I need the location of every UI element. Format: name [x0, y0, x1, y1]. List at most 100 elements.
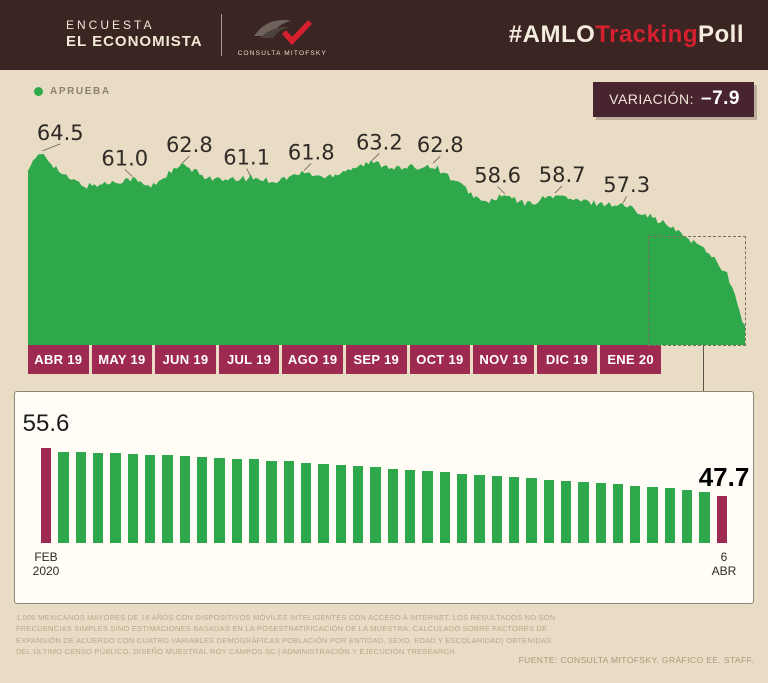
zoom-highlight-box — [648, 236, 746, 346]
point-value-label: 57.3 — [603, 173, 650, 197]
point-value-label: 61.1 — [223, 146, 270, 170]
bar-start-date-line2: 2020 — [32, 564, 60, 579]
point-connector-line — [371, 153, 380, 161]
point-connector-line — [432, 155, 441, 164]
daily-bar — [162, 455, 173, 543]
daily-bar — [526, 478, 537, 543]
point-connector-line — [124, 168, 133, 177]
daily-bar — [179, 456, 190, 543]
bar-start-date-line1: FEB — [34, 550, 58, 564]
daily-bar — [699, 492, 710, 543]
point-value-label: 58.7 — [539, 163, 586, 187]
point-value-label: 58.6 — [474, 164, 521, 188]
daily-bar — [127, 453, 138, 543]
daily-bar — [266, 460, 277, 543]
month-axis: ABR 19 MAY 19 JUN 19 JUL 19 AGO 19 SEP 19 OCT … — [28, 345, 661, 374]
daily-bar — [335, 464, 346, 543]
approval-bar-chart — [41, 443, 728, 543]
daily-bar — [283, 461, 294, 543]
area-point-labels: 64.5 61.0 62.8 61.1 61.8 63.2 62.8 58.6 58.7 57.3 — [37, 121, 650, 204]
daily-bar — [682, 489, 693, 543]
legend: APRUEBA — [34, 86, 111, 97]
bar-end-date-line2: ABR — [711, 564, 737, 579]
point-connector-line — [622, 195, 628, 204]
daily-bar — [92, 452, 104, 543]
daily-bar — [370, 467, 381, 543]
point-connector-line — [181, 155, 190, 164]
daily-bar — [456, 473, 468, 543]
daily-bar — [318, 463, 329, 543]
daily-bar — [404, 469, 416, 543]
mitofsky-bird-icon — [254, 19, 313, 45]
daily-bar — [578, 482, 589, 543]
daily-bar — [387, 468, 398, 543]
daily-bar — [231, 458, 242, 543]
source-credit: FUENTE: CONSULTA MITOFSKY. GRÁFICO EE. S… — [518, 655, 754, 665]
daily-bar — [58, 451, 69, 543]
logo-caption: CONSULTA MITOFSKY — [237, 49, 328, 57]
month-label: JUL 19 — [218, 345, 280, 374]
point-connector-line — [42, 143, 61, 152]
month-label: SEP 19 — [345, 345, 407, 374]
brand-name: EL ECONOMISTA — [66, 33, 203, 51]
month-label: AGO 19 — [282, 345, 343, 374]
point-value-label: 61.0 — [101, 146, 148, 170]
daily-bar — [491, 475, 502, 543]
header: ENCUESTA EL ECONOMISTA CONSULTA MITOFSKY… — [0, 0, 768, 70]
daily-bar — [196, 457, 208, 543]
daily-bar — [647, 486, 658, 543]
month-label: MAY 19 — [91, 345, 153, 374]
legend-label: APRUEBA — [50, 86, 111, 97]
daily-bar — [664, 488, 676, 543]
zoom-connector-line — [703, 345, 704, 391]
header-divider — [220, 14, 222, 56]
point-connector-line — [303, 163, 312, 171]
daily-bar — [214, 457, 225, 543]
daily-bar — [248, 459, 260, 543]
daily-bar — [508, 477, 520, 543]
daily-bar — [144, 454, 156, 543]
daily-bar — [543, 479, 554, 543]
series-dot-icon — [34, 87, 43, 96]
daily-bar — [110, 453, 121, 543]
point-connector-line — [497, 186, 506, 194]
hashtag-title: #AMLOTrackingPoll — [509, 21, 744, 49]
point-value-label: 62.8 — [417, 133, 464, 157]
bar-end-date-line1: 6 — [720, 550, 728, 564]
variation-value: –7.9 — [701, 88, 740, 109]
mitofsky-logo: CONSULTA MITOFSKY — [238, 14, 327, 57]
brand-kicker: ENCUESTA — [66, 18, 155, 33]
point-connector-line — [246, 168, 251, 176]
point-value-label: 63.2 — [356, 130, 403, 154]
brand-block: ENCUESTA EL ECONOMISTA — [66, 18, 203, 51]
point-value-label: 61.8 — [288, 140, 335, 164]
bar-end-value: 47.7 — [698, 462, 750, 492]
bar-start-value: 55.6 — [22, 410, 70, 437]
hashtag-part-amlo: #AMLO — [508, 21, 596, 48]
month-label: ENE 20 — [600, 345, 661, 374]
daily-bar — [75, 452, 86, 543]
daily-bar — [630, 485, 641, 543]
daily-bar — [612, 484, 624, 543]
area-series — [28, 153, 745, 345]
daily-bar — [41, 447, 52, 543]
month-label: JUN 19 — [155, 345, 216, 374]
hashtag-part-poll: Poll — [697, 21, 744, 48]
point-value-label: 64.5 — [37, 121, 84, 145]
variation-badge: VARIACIÓN: –7.9 — [593, 82, 754, 117]
detail-panel: 55.6 47.7 FEB 2020 6 ABR — [14, 391, 754, 604]
month-label: DIC 19 — [536, 345, 598, 374]
daily-bar — [595, 483, 606, 543]
hashtag-part-tracking: Tracking — [595, 21, 698, 48]
month-label: OCT 19 — [409, 345, 471, 374]
approval-area-chart: 64.5 61.0 62.8 61.1 61.8 63.2 62.8 58.6 58.7 57.3 — [28, 121, 745, 345]
daily-bar — [300, 462, 312, 543]
daily-bar — [560, 480, 572, 543]
footnote: 1,000 MEXICANOS MAYORES DE 18 AÑOS CON D… — [16, 613, 556, 656]
bar-end-date: 6 ABR — [712, 550, 737, 579]
month-label: ABR 19 — [28, 345, 89, 374]
point-connector-line — [554, 185, 563, 194]
daily-bar — [422, 471, 433, 543]
daily-bar — [352, 466, 364, 543]
month-label: NOV 19 — [473, 345, 534, 374]
